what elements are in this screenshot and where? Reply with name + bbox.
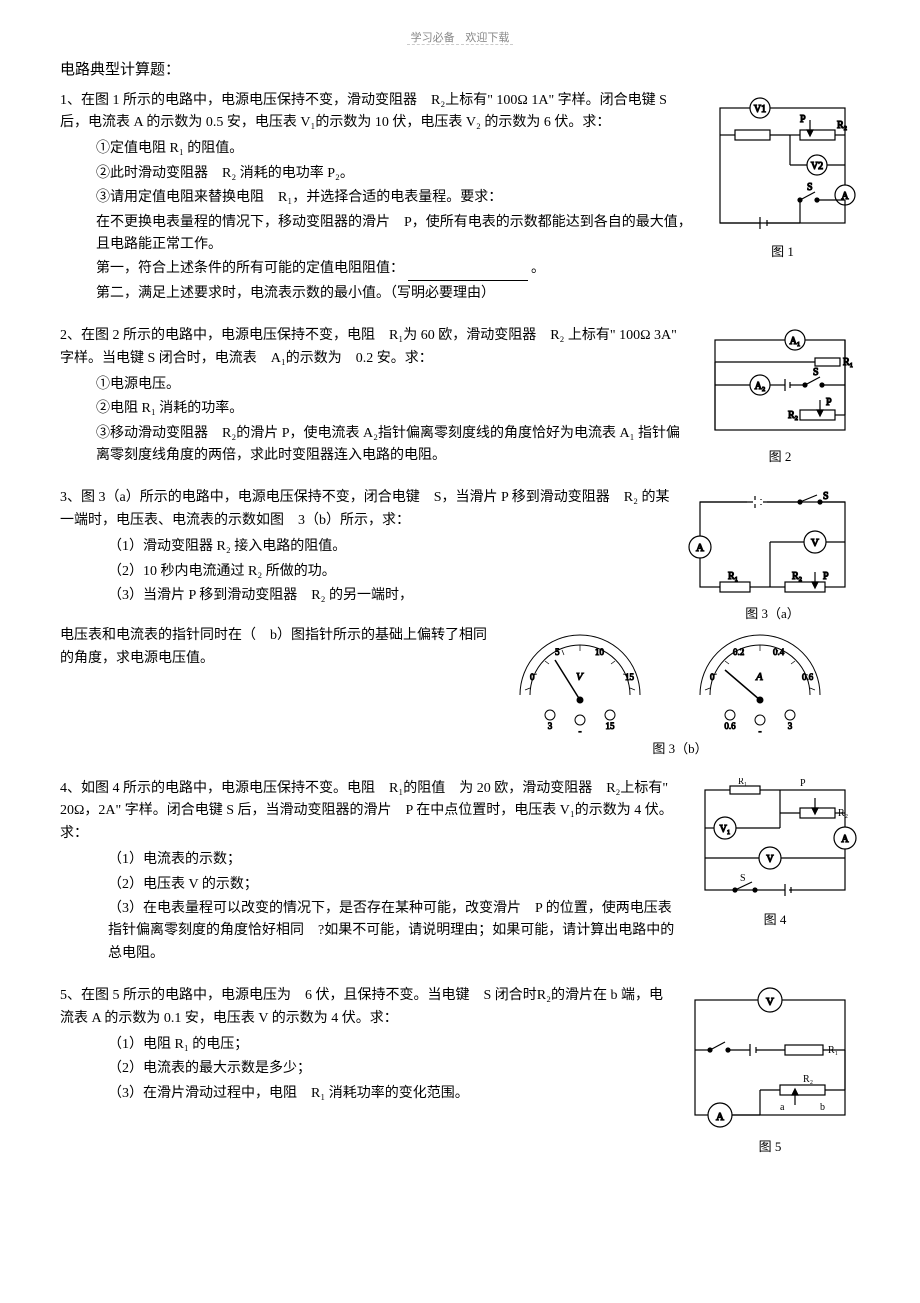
svg-text:R₂: R₂ xyxy=(792,571,802,582)
figure-1-label: 图 1 xyxy=(705,242,860,263)
svg-text:P: P xyxy=(826,397,832,408)
svg-text:V: V xyxy=(766,996,774,1008)
svg-text:-: - xyxy=(759,726,762,735)
document-title: 电路典型计算题： xyxy=(60,58,860,82)
svg-text:V: V xyxy=(576,671,584,683)
svg-text:S: S xyxy=(813,367,819,378)
svg-text:V: V xyxy=(811,537,819,549)
circuit-diagram-3a: S A V R₁ R₂ P xyxy=(685,487,860,602)
svg-text:b: b xyxy=(820,1102,825,1113)
header-note: 学习必备 欢迎下载 xyxy=(60,30,860,48)
problem-5: V R₁ A R₂ a b 图 5 5、在图 5 所示的电路中，电源电压为 6 xyxy=(60,985,860,1158)
svg-text:S: S xyxy=(807,182,813,193)
svg-text:5: 5 xyxy=(555,647,560,657)
svg-text:0: 0 xyxy=(530,672,535,682)
svg-text:V2: V2 xyxy=(811,161,823,172)
figure-3b-container: 0 5 10 15 V 3 - 15 xyxy=(500,625,860,760)
figure-5-container: V R₁ A R₂ a b 图 5 xyxy=(680,985,860,1158)
circuit-diagram-5: V R₁ A R₂ a b xyxy=(680,985,860,1135)
svg-text:S: S xyxy=(823,491,829,502)
figure-3a-container: S A V R₁ R₂ P 图 3（a） xyxy=(685,487,860,625)
svg-text:R₁: R₁ xyxy=(728,571,738,582)
svg-text:P: P xyxy=(800,114,806,125)
svg-text:V1: V1 xyxy=(754,104,766,115)
svg-text:R₂: R₂ xyxy=(803,1074,813,1085)
svg-text:A: A xyxy=(716,1111,724,1123)
svg-text:3: 3 xyxy=(548,721,553,731)
svg-text:P: P xyxy=(800,778,806,789)
svg-text:R₂: R₂ xyxy=(837,120,847,131)
svg-text:0.6: 0.6 xyxy=(802,672,814,682)
svg-text:15: 15 xyxy=(606,721,616,731)
p1-q3b-suffix: 。 xyxy=(531,261,545,276)
header-left: 学习必备 xyxy=(407,32,459,45)
figure-4-label: 图 4 xyxy=(690,910,860,931)
svg-text:S: S xyxy=(740,873,746,884)
svg-text:A₂: A₂ xyxy=(755,381,766,392)
p1-q3b-prefix: 第一，符合上述条件的所有可能的定值电阻阻值： xyxy=(96,261,404,276)
svg-text:15: 15 xyxy=(625,672,635,682)
svg-text:-: - xyxy=(579,726,582,735)
circuit-diagram-4: R₁ P R₂ V₁ V A S xyxy=(690,778,860,908)
figure-2-container: A₁ R₁ A₂ S R₂ P 图 2 xyxy=(700,325,860,468)
figure-5-label: 图 5 xyxy=(680,1137,860,1158)
svg-text:V: V xyxy=(766,854,774,865)
p1-q3c: 第二，满足上述要求时，电流表示数的最小值。（写明必要理由） xyxy=(60,283,860,305)
problem-4: R₁ P R₂ V₁ V A S 图 4 4、 xyxy=(60,778,860,967)
svg-text:A: A xyxy=(755,671,763,683)
blank-fill-line xyxy=(408,267,528,281)
header-right: 欢迎下载 xyxy=(461,32,513,45)
problem-3: S A V R₁ R₂ P 图 3（a） 3、图 3（a）所示的电路中，电源电压… xyxy=(60,487,860,760)
figure-1-container: V1 R₂ P V2 A S 图 1 xyxy=(705,90,860,263)
svg-text:A₁: A₁ xyxy=(790,336,801,347)
svg-text:R₁: R₁ xyxy=(738,778,747,786)
figure-4-container: R₁ P R₂ V₁ V A S 图 4 xyxy=(690,778,860,931)
circuit-diagram-1: V1 R₂ P V2 A S xyxy=(705,90,860,240)
ammeter-dial: 0 0.2 0.4 0.6 A 0.6 - 3 xyxy=(680,625,840,735)
svg-text:A: A xyxy=(841,834,849,845)
svg-text:R₂: R₂ xyxy=(788,410,798,421)
svg-text:0: 0 xyxy=(710,672,715,682)
svg-text:V₁: V₁ xyxy=(720,824,731,835)
svg-text:A: A xyxy=(696,542,704,554)
figure-3a-label: 图 3（a） xyxy=(685,604,860,625)
svg-text:3: 3 xyxy=(788,721,793,731)
svg-text:a: a xyxy=(780,1102,785,1113)
problem-2: A₁ R₁ A₂ S R₂ P 图 2 2、在图 2 所示的电路中，电源电压保持 xyxy=(60,325,860,469)
p3-continuation: 电压表和电流表的指针同时在（ b）图指针所示的基础上偏转了相同的角度，求电源电压… xyxy=(60,625,500,670)
problem-1: V1 R₂ P V2 A S 图 1 1、在图 1 所示的电路中，电源电压保持不 xyxy=(60,90,860,308)
svg-text:P: P xyxy=(823,571,829,582)
svg-text:0.4: 0.4 xyxy=(773,647,785,657)
svg-text:0.6: 0.6 xyxy=(724,721,736,731)
svg-text:10: 10 xyxy=(595,647,605,657)
voltmeter-dial: 0 5 10 15 V 3 - 15 xyxy=(500,625,660,735)
circuit-diagram-2: A₁ R₁ A₂ S R₂ P xyxy=(700,325,860,445)
figure-3b-label: 图 3（b） xyxy=(500,739,860,760)
figure-2-label: 图 2 xyxy=(700,447,860,468)
